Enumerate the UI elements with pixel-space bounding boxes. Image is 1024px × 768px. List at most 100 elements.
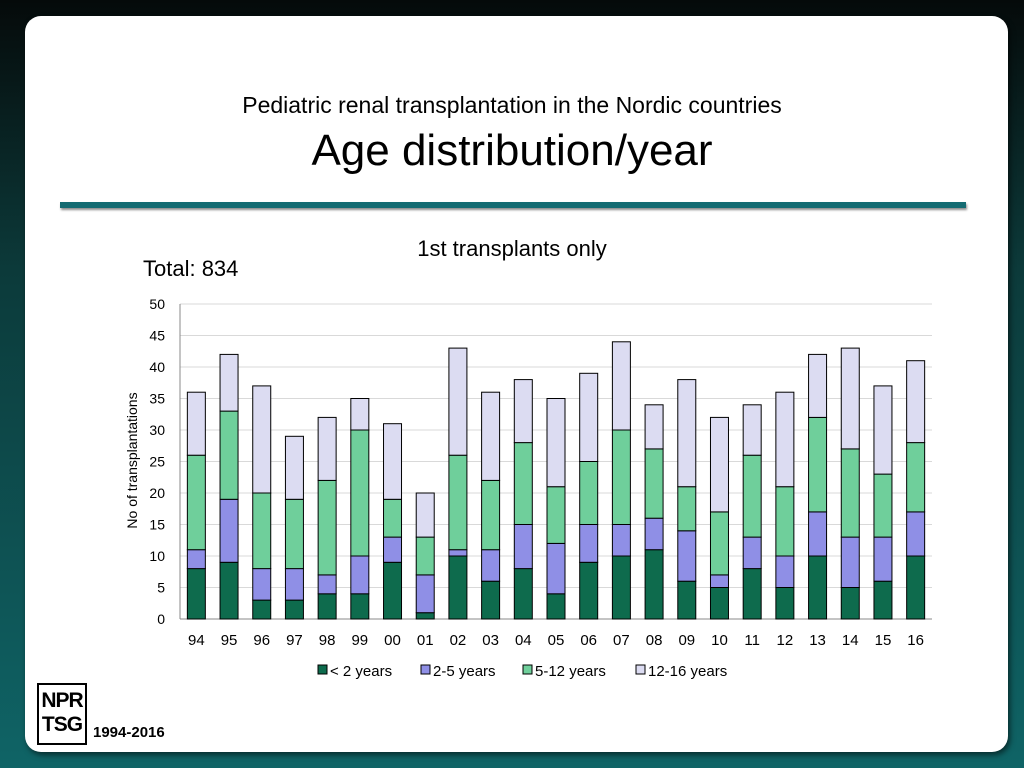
x-tick-label: 00: [384, 632, 401, 649]
y-tick-label: 35: [149, 391, 165, 407]
bar-06-y5to12: [579, 461, 599, 525]
x-tick-label: 15: [875, 632, 892, 649]
bar-03-y2to5: [481, 549, 501, 582]
y-tick-label: 10: [149, 548, 165, 564]
bar-98-y12to16: [317, 416, 337, 481]
x-tick-label: 14: [842, 632, 859, 649]
bar-95-y2to5: [219, 498, 239, 563]
legend-swatch-y12to16: [635, 664, 646, 675]
slide-title: Age distribution/year: [311, 126, 713, 175]
bar-05-y2to5: [546, 542, 566, 595]
bar-01-y5to12: [415, 536, 435, 576]
bar-16-lt2: [906, 555, 926, 620]
bar-97-y12to16: [284, 435, 304, 500]
x-tick-label: 94: [188, 632, 205, 649]
bar-06-y12to16: [579, 372, 599, 462]
bar-97-lt2: [284, 599, 304, 620]
bar-95-y5to12: [219, 410, 239, 500]
y-tick-label: 20: [149, 485, 165, 501]
bar-98-lt2: [317, 593, 337, 620]
total-label: Total: 834: [143, 256, 239, 281]
bar-13-y2to5: [808, 511, 828, 557]
bar-96-lt2: [252, 599, 272, 620]
bar-15-y5to12: [873, 473, 893, 538]
bar-98-y5to12: [317, 479, 337, 576]
y-axis-label: No of transplantations: [124, 392, 140, 528]
bar-05-lt2: [546, 593, 566, 620]
bar-10-y5to12: [709, 511, 729, 576]
bar-01-lt2: [415, 612, 435, 620]
bar-98-y2to5: [317, 574, 337, 595]
legend-label-y12to16: 12-16 years: [648, 663, 727, 680]
bar-04-y12to16: [513, 379, 533, 444]
bar-14-y12to16: [840, 347, 860, 450]
y-tick-label: 0: [157, 611, 165, 627]
x-tick-label: 08: [646, 632, 663, 649]
legend-label-lt2: < 2 years: [330, 663, 392, 680]
bar-14-y5to12: [840, 448, 860, 538]
bar-14-y2to5: [840, 536, 860, 588]
bar-09-y12to16: [677, 379, 697, 488]
x-tick-label: 96: [253, 632, 270, 649]
x-tick-label: 02: [450, 632, 467, 649]
bar-00-lt2: [383, 561, 403, 620]
legend-swatch-lt2: [317, 664, 328, 675]
x-tick-label: 13: [809, 632, 826, 649]
bar-04-y5to12: [513, 442, 533, 526]
x-tick-label: 04: [515, 632, 532, 649]
bar-02-y5to12: [448, 454, 468, 551]
y-tick-label: 5: [157, 580, 165, 596]
bar-94-y12to16: [186, 391, 206, 456]
y-tick-label: 45: [149, 328, 165, 344]
bar-11-y12to16: [742, 404, 762, 456]
y-tick-label: 40: [149, 359, 165, 375]
x-tick-label: 99: [351, 632, 368, 649]
bar-12-y2to5: [775, 555, 795, 588]
bar-94-lt2: [186, 568, 206, 620]
bar-03-lt2: [481, 580, 501, 620]
bar-00-y2to5: [383, 536, 403, 563]
logo-line-1: NPR: [41, 689, 83, 712]
bar-11-lt2: [742, 568, 762, 620]
bar-94-y5to12: [186, 454, 206, 551]
bar-05-y5to12: [546, 486, 566, 544]
logo-line-2: TSG: [41, 713, 83, 736]
bar-07-y5to12: [611, 429, 631, 525]
bar-00-y5to12: [383, 498, 403, 538]
chart-title: 1st transplants only: [417, 236, 607, 261]
bar-02-y12to16: [448, 347, 468, 456]
bar-13-y5to12: [808, 416, 828, 513]
legend-label-y2to5: 2-5 years: [433, 663, 496, 680]
bar-10-y12to16: [709, 416, 729, 513]
bar-01-y2to5: [415, 574, 435, 614]
x-tick-label: 06: [580, 632, 597, 649]
bar-07-y12to16: [611, 341, 631, 431]
bar-08-lt2: [644, 549, 664, 620]
bar-06-lt2: [579, 561, 599, 620]
x-tick-label: 12: [777, 632, 794, 649]
bar-16-y12to16: [906, 360, 926, 444]
x-tick-label: 10: [711, 632, 728, 649]
bar-94-y2to5: [186, 549, 206, 570]
bar-12-y5to12: [775, 486, 795, 557]
bar-10-lt2: [709, 587, 729, 620]
bar-15-y12to16: [873, 385, 893, 475]
bar-05-y12to16: [546, 398, 566, 488]
bar-04-lt2: [513, 568, 533, 620]
x-tick-label: 09: [678, 632, 695, 649]
bar-02-y2to5: [448, 549, 468, 557]
slide-subtitle: Pediatric renal transplantation in the N…: [242, 92, 782, 118]
bar-13-y12to16: [808, 353, 828, 418]
x-tick-label: 05: [548, 632, 565, 649]
bar-08-y12to16: [644, 404, 664, 450]
bar-96-y12to16: [252, 385, 272, 494]
bar-10-y2to5: [709, 574, 729, 589]
legend-swatch-y2to5: [420, 664, 431, 675]
bar-04-y2to5: [513, 524, 533, 570]
x-tick-label: 97: [286, 632, 303, 649]
y-tick-label: 30: [149, 422, 165, 438]
year-range: 1994-2016: [93, 724, 165, 741]
y-tick-label: 15: [149, 517, 165, 533]
bar-00-y12to16: [383, 423, 403, 500]
